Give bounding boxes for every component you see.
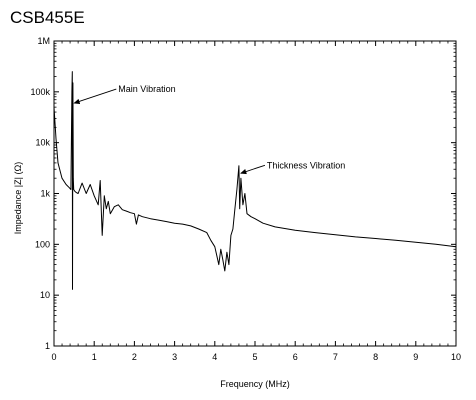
- y-tick-label: 100k: [30, 87, 50, 97]
- x-tick-label: 1: [92, 352, 97, 362]
- x-tick-label: 7: [333, 352, 338, 362]
- page-title: CSB455E: [10, 8, 85, 27]
- y-axis-ticks: 1 10 100 1k 10k 100k 1M: [30, 36, 456, 351]
- annotation-arrow: [240, 164, 266, 175]
- plot-area: [53, 40, 457, 347]
- impedance-series-line: [53, 71, 457, 290]
- annotation-arrow: [73, 88, 117, 104]
- x-tick-label: 0: [51, 352, 56, 362]
- x-tick-label: 10: [451, 352, 461, 362]
- y-tick-label: 1: [45, 341, 50, 351]
- y-tick-label: 1k: [40, 189, 50, 199]
- x-tick-label: 4: [212, 352, 217, 362]
- plot-frame: [53, 40, 457, 347]
- annotations: Main Vibration Thickness Vibration: [73, 84, 345, 175]
- x-tick-label: 3: [172, 352, 177, 362]
- y-tick-label: 10: [40, 290, 50, 300]
- x-tick-label: 9: [413, 352, 418, 362]
- annotation-label: Thickness Vibration: [267, 160, 345, 170]
- annotation-label: Main Vibration: [118, 84, 175, 94]
- x-tick-label: 6: [293, 352, 298, 362]
- x-tick-label: 8: [373, 352, 378, 362]
- y-axis-title: Impedance |Z| (Ω): [13, 162, 23, 234]
- y-tick-label: 10k: [35, 138, 50, 148]
- x-tick-label: 2: [132, 352, 137, 362]
- y-tick-label: 1M: [37, 36, 50, 46]
- x-axis-title: Frequency (MHz): [220, 379, 290, 389]
- x-axis-ticks: 0 1 2 3 4 5 6 7 8 9 10: [51, 41, 461, 362]
- y-tick-label: 100: [35, 239, 50, 249]
- x-tick-label: 5: [252, 352, 257, 362]
